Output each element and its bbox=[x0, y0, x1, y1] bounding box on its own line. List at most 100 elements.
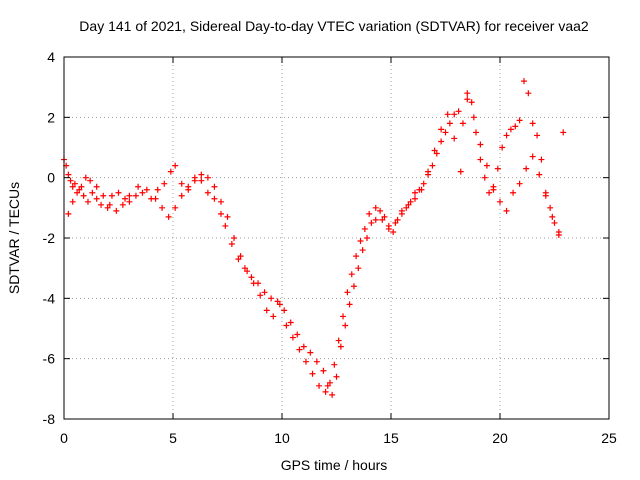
data-point bbox=[355, 265, 362, 272]
data-point bbox=[331, 361, 338, 368]
data-point bbox=[377, 207, 384, 214]
data-point bbox=[294, 331, 301, 338]
data-point bbox=[403, 204, 410, 211]
x-tick-label: 5 bbox=[169, 430, 177, 446]
data-point bbox=[372, 216, 379, 223]
data-point bbox=[217, 198, 224, 205]
data-point bbox=[320, 367, 327, 374]
data-point bbox=[438, 138, 445, 145]
data-point bbox=[172, 162, 179, 169]
data-point bbox=[431, 147, 438, 154]
data-point bbox=[302, 358, 309, 365]
data-point bbox=[185, 186, 192, 193]
data-point bbox=[547, 204, 554, 211]
data-point bbox=[152, 195, 159, 202]
y-tick-label: 0 bbox=[47, 170, 55, 186]
data-point bbox=[335, 337, 342, 344]
data-point bbox=[477, 156, 484, 163]
data-point bbox=[159, 204, 166, 211]
x-tick-label: 0 bbox=[60, 430, 68, 446]
data-point bbox=[394, 216, 401, 223]
data-point bbox=[198, 177, 205, 184]
data-point bbox=[425, 168, 432, 175]
data-point bbox=[507, 126, 514, 133]
data-point bbox=[503, 132, 510, 139]
data-point bbox=[154, 186, 161, 193]
data-point bbox=[276, 301, 283, 308]
data-point bbox=[486, 189, 493, 196]
data-point bbox=[398, 207, 405, 214]
y-tick-label: -8 bbox=[43, 411, 56, 427]
data-point bbox=[67, 177, 74, 184]
data-point bbox=[167, 168, 174, 175]
x-tick-label: 25 bbox=[601, 430, 617, 446]
grid-lines bbox=[64, 57, 609, 419]
data-point bbox=[93, 183, 100, 190]
data-point bbox=[250, 280, 257, 287]
data-point bbox=[65, 210, 72, 217]
data-point bbox=[420, 180, 427, 187]
data-point bbox=[161, 180, 168, 187]
x-axis-label: GPS time / hours bbox=[281, 457, 388, 473]
data-point bbox=[451, 135, 458, 142]
data-point bbox=[529, 153, 536, 160]
data-point bbox=[372, 204, 379, 211]
data-point bbox=[228, 241, 235, 248]
data-point bbox=[490, 186, 497, 193]
data-point bbox=[512, 123, 519, 130]
data-point bbox=[510, 189, 517, 196]
data-point bbox=[283, 322, 290, 329]
data-point bbox=[263, 307, 270, 314]
data-point bbox=[346, 301, 353, 308]
data-point bbox=[132, 192, 139, 199]
y-tick-label: -4 bbox=[43, 290, 56, 306]
data-point bbox=[237, 253, 244, 260]
data-point bbox=[82, 174, 89, 181]
data-point bbox=[411, 195, 418, 202]
data-point bbox=[555, 228, 562, 235]
data-point bbox=[379, 216, 386, 223]
data-point bbox=[231, 235, 238, 241]
data-point bbox=[244, 268, 251, 275]
data-point bbox=[503, 207, 510, 214]
data-point bbox=[316, 382, 323, 389]
data-point bbox=[143, 186, 150, 193]
data-point bbox=[126, 192, 133, 199]
data-point bbox=[464, 90, 471, 97]
data-point bbox=[451, 111, 458, 118]
data-points bbox=[61, 78, 567, 398]
data-point bbox=[224, 213, 231, 220]
data-point bbox=[69, 198, 76, 205]
data-point bbox=[211, 183, 218, 190]
data-point bbox=[357, 238, 364, 245]
data-point bbox=[549, 213, 556, 220]
data-point bbox=[257, 292, 264, 299]
data-point bbox=[418, 186, 425, 193]
data-point bbox=[191, 177, 198, 184]
data-point bbox=[516, 117, 523, 124]
data-point bbox=[481, 174, 488, 181]
data-point bbox=[139, 189, 146, 196]
data-point bbox=[457, 168, 464, 175]
data-point bbox=[385, 225, 392, 232]
data-point bbox=[98, 201, 105, 208]
data-point bbox=[104, 204, 111, 211]
data-point bbox=[211, 195, 218, 202]
x-axis-ticks: 0 5 10 15 20 25 bbox=[60, 57, 617, 446]
x-tick-label: 15 bbox=[383, 430, 399, 446]
data-point bbox=[353, 253, 360, 260]
data-point bbox=[368, 219, 375, 226]
data-point bbox=[172, 204, 179, 211]
data-point bbox=[313, 358, 320, 365]
data-point bbox=[405, 201, 412, 208]
data-point bbox=[390, 228, 397, 235]
data-point bbox=[538, 156, 545, 163]
data-point bbox=[499, 144, 506, 151]
data-point bbox=[520, 78, 527, 85]
data-point bbox=[87, 177, 94, 184]
data-point bbox=[204, 189, 211, 196]
data-point bbox=[497, 198, 503, 205]
data-point bbox=[551, 219, 558, 226]
data-point bbox=[113, 207, 120, 214]
data-point bbox=[337, 343, 344, 350]
